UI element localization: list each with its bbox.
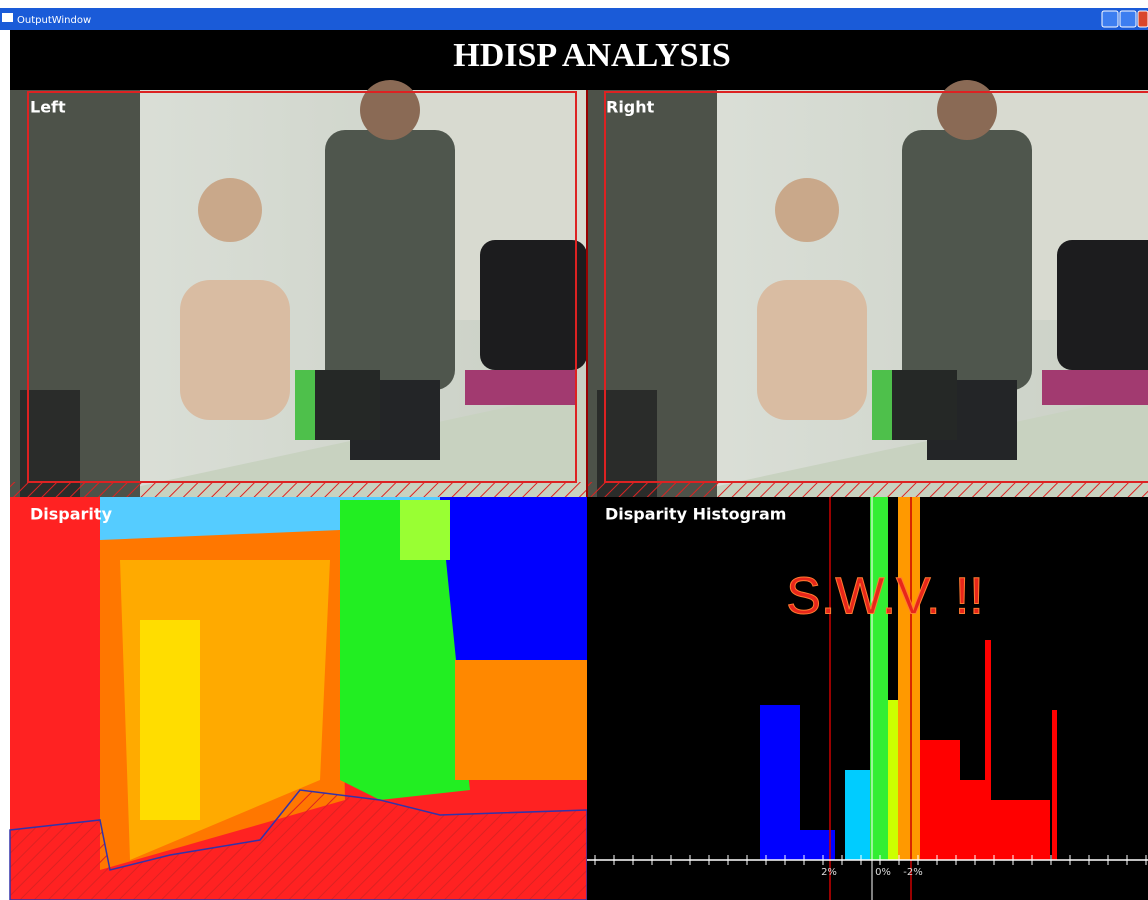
disparity-map <box>10 497 587 900</box>
minimize-button[interactable] <box>1102 11 1118 27</box>
panel-label: Disparity <box>30 505 113 524</box>
panel-label: Disparity Histogram <box>605 505 786 524</box>
panel-label: Right <box>606 98 655 117</box>
window-title: OutputWindow <box>17 15 91 26</box>
window-icon <box>2 13 13 22</box>
title-bar <box>0 8 1148 30</box>
axis-label: 2% <box>821 867 837 878</box>
panel-label: Left <box>30 98 66 117</box>
maximize-button[interactable] <box>1120 11 1136 27</box>
left-view <box>10 80 587 497</box>
axis-label: -2% <box>903 867 922 878</box>
header-title: HDISP ANALYSIS <box>453 37 730 74</box>
warning-text: S.W.V. !! <box>786 568 984 626</box>
histogram <box>587 497 1148 900</box>
axis-label: 0% <box>875 867 891 878</box>
screen: OutputWindow HDISP ANALYSIS Left Right D… <box>0 0 1148 900</box>
page: OutputWindow HDISP ANALYSIS Left Right D… <box>0 0 1148 900</box>
close-button[interactable] <box>1138 11 1148 27</box>
right-view <box>587 80 1148 497</box>
